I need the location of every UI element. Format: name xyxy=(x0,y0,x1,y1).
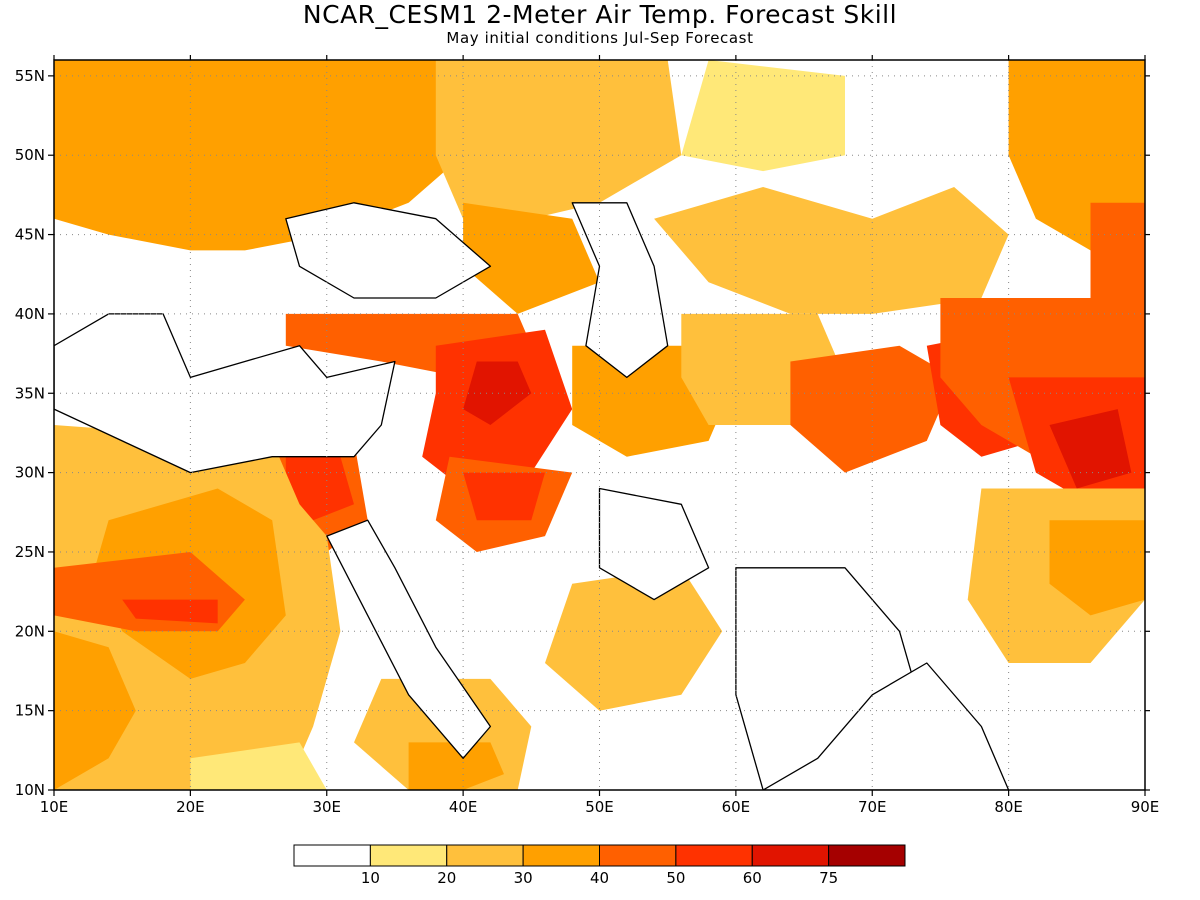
colorbar-swatch xyxy=(751,844,830,867)
lat-tick-label: 20N xyxy=(15,622,45,640)
colorbar-label: 30 xyxy=(514,869,533,887)
land-outline-6 xyxy=(762,662,1010,790)
colorbar-label: 75 xyxy=(819,869,838,887)
lat-tick-label: 45N xyxy=(15,226,45,244)
lat-tick-label: 25N xyxy=(15,543,45,561)
lon-tick-label: 70E xyxy=(858,798,887,816)
colorbar-swatch xyxy=(599,844,677,867)
land-outline-2 xyxy=(571,202,669,379)
lat-tick-label: 50N xyxy=(15,146,45,164)
skill-region-27 xyxy=(54,631,136,790)
lon-tick-label: 60E xyxy=(722,798,751,816)
colorbar-swatch xyxy=(369,844,448,867)
colorbar-label: 20 xyxy=(437,869,456,887)
land-outline-4 xyxy=(598,487,710,601)
lon-tick-label: 90E xyxy=(1131,798,1160,816)
colorbar-swatch xyxy=(522,844,600,867)
skill-region-9 xyxy=(463,361,532,425)
colorbar-swatch xyxy=(675,844,753,867)
skill-region-4 xyxy=(1008,60,1145,251)
skill-region-31 xyxy=(190,742,327,790)
lat-tick-label: 35N xyxy=(15,384,45,402)
colorbar-label: 60 xyxy=(743,869,762,887)
lon-tick-label: 40E xyxy=(449,798,478,816)
lon-tick-label: 20E xyxy=(176,798,205,816)
colorbar-label: 50 xyxy=(666,869,685,887)
lat-tick-label: 10N xyxy=(15,781,45,799)
skill-region-5 xyxy=(1090,202,1145,314)
land-outline-layer xyxy=(54,202,1010,790)
skill-region-20 xyxy=(1049,409,1132,489)
colorbar-label: 40 xyxy=(590,869,609,887)
lon-tick-label: 10E xyxy=(40,798,69,816)
colorbar-swatch xyxy=(446,844,524,867)
skill-region-2 xyxy=(681,60,845,172)
skill-region-30 xyxy=(545,567,723,711)
colorbar-swatch xyxy=(293,844,371,867)
lat-tick-label: 30N xyxy=(15,464,45,482)
lon-tick-label: 50E xyxy=(585,798,614,816)
skill-region-11 xyxy=(463,472,545,521)
skill-region-3 xyxy=(654,187,1009,314)
skill-region-1 xyxy=(435,60,682,219)
lat-tick-label: 40N xyxy=(15,305,45,323)
skill-region-22 xyxy=(1049,520,1145,616)
chart-title: NCAR_CESM1 2-Meter Air Temp. Forecast Sk… xyxy=(302,0,898,29)
colorbar-swatch xyxy=(828,844,906,867)
lon-tick-label: 30E xyxy=(312,798,341,816)
colorbar-label: 10 xyxy=(361,869,380,887)
lat-tick-label: 15N xyxy=(15,702,45,720)
lat-tick-label: 55N xyxy=(15,67,45,85)
skill-region-16 xyxy=(790,345,955,473)
map-axes: 10E 20E 30E 40E 50E 60E 70E 80E 90E 10N 15N 20N 25N 3… xyxy=(15,55,1160,816)
skill-region-29 xyxy=(408,742,504,790)
chart-subtitle: May initial conditions Jul-Sep Forecast xyxy=(446,29,754,47)
colorbar: 10 20 30 40 50 60 75 xyxy=(293,844,906,887)
land-outline-0 xyxy=(54,313,396,474)
lon-tick-label: 80E xyxy=(994,798,1023,816)
skill-region-26 xyxy=(122,599,218,624)
skill-region-6 xyxy=(463,202,600,314)
land-outline-3 xyxy=(326,519,492,759)
skill-shading xyxy=(54,60,1145,790)
